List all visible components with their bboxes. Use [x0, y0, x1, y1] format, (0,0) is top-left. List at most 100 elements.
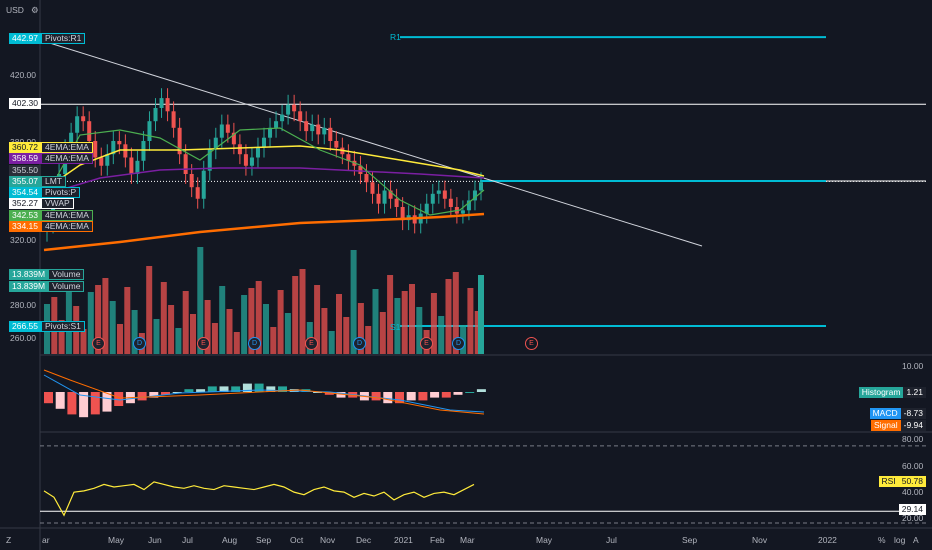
volume-bar	[241, 295, 248, 354]
price-label[interactable]: 342.53 4EMA:EMA	[9, 210, 93, 221]
macd-hist-bar	[90, 392, 100, 415]
price-label[interactable]: 358.59 4EMA:EMA	[9, 153, 93, 164]
candle-body	[249, 157, 254, 166]
candle-body	[105, 154, 110, 166]
price-label[interactable]: 355.07 LMT	[9, 176, 66, 187]
event-marker[interactable]: E	[92, 337, 105, 350]
candle-body	[207, 149, 212, 171]
price-label-value: 266.55	[9, 321, 41, 332]
candle-body	[448, 198, 453, 207]
time-tick: May	[108, 535, 125, 545]
price-label[interactable]: 334.15 4EMA:EMA	[9, 221, 93, 232]
ema-green-line	[43, 127, 485, 216]
price-label-name: LMT	[41, 176, 66, 187]
volume-bar	[233, 332, 240, 354]
volume-bar	[336, 294, 342, 354]
volume-bar	[357, 303, 364, 354]
macd-hist-bar	[242, 383, 252, 392]
volume-bar	[299, 269, 306, 354]
price-label[interactable]: 266.55 Pivots:S1	[9, 321, 85, 332]
price-label-value: 355.07	[9, 176, 41, 187]
candle-body	[171, 111, 176, 128]
indicator-label-name: RSI	[878, 476, 899, 487]
candle-body	[388, 190, 393, 199]
macd-hist-bar	[172, 392, 182, 393]
volume-bar	[277, 290, 284, 354]
pivot-tag-r1: R1	[390, 32, 401, 42]
volume-bar	[182, 291, 189, 354]
indicator-label[interactable]: Signal -9.94	[870, 420, 926, 431]
event-marker[interactable]: D	[353, 337, 366, 350]
price-label[interactable]: 354.54 Pivots:P	[9, 187, 81, 198]
candle-body	[292, 104, 297, 112]
candle-body	[316, 124, 321, 135]
indicator-label-name: MACD	[869, 408, 901, 419]
price-scale-gear-icon[interactable]: ⚙	[31, 5, 39, 15]
volume-bar	[430, 293, 437, 354]
oscillator-tick: 40.00	[902, 487, 924, 497]
log-button[interactable]: log	[894, 535, 906, 545]
indicator-label[interactable]: RSI 50.78	[878, 476, 926, 487]
event-marker[interactable]: D	[248, 337, 261, 350]
oscillator-tick: 20.00	[902, 513, 924, 523]
volume-bar	[350, 250, 357, 354]
candle-body	[346, 154, 351, 161]
macd-hist-bar	[476, 389, 486, 392]
volume-bar	[292, 276, 299, 354]
price-label-value: 342.53	[9, 210, 41, 221]
event-marker[interactable]: E	[525, 337, 538, 350]
price-label[interactable]: 13.839M Volume	[9, 281, 85, 292]
oscillator-tick: 10.00	[902, 361, 924, 371]
price-label[interactable]: 360.72 4EMA:EMA	[9, 142, 93, 153]
candle-body	[141, 141, 146, 161]
auto-button[interactable]: A	[913, 535, 919, 545]
time-tick: May	[536, 535, 553, 545]
percent-button[interactable]: %	[878, 535, 886, 545]
price-label[interactable]: 13.839M Volume	[9, 269, 85, 280]
event-marker[interactable]: E	[197, 337, 210, 350]
macd-hist-bar	[383, 392, 393, 404]
time-tick: Oct	[290, 535, 304, 545]
macd-hist-bar	[79, 392, 89, 418]
price-tick: 420.00	[10, 70, 36, 80]
price-label[interactable]: 355.50	[9, 165, 41, 176]
macd-hist-bar	[430, 392, 440, 398]
candle-body	[231, 132, 236, 145]
indicator-label[interactable]: MACD -8.73	[869, 408, 926, 419]
volume-bar	[146, 266, 153, 354]
macd-hist-bar	[44, 392, 53, 404]
volume-bar	[117, 324, 123, 354]
volume-bar	[452, 272, 459, 354]
macd-hist-bar	[219, 386, 229, 392]
volume-bar	[211, 323, 218, 354]
candle-body	[129, 157, 134, 174]
candle-body	[460, 210, 465, 214]
zoom-button[interactable]: Z	[6, 535, 12, 545]
candle-body	[430, 193, 435, 204]
ema-purple-line	[43, 167, 485, 196]
event-marker[interactable]: D	[452, 337, 465, 350]
price-tick: 320.00	[10, 235, 36, 245]
event-marker[interactable]: E	[420, 337, 433, 350]
price-label[interactable]: 402.30	[9, 98, 41, 109]
volume-bar	[478, 275, 484, 354]
rsi-line	[43, 481, 475, 517]
volume-bar	[343, 317, 350, 354]
indicator-label[interactable]: Histogram 1.21	[858, 387, 926, 398]
price-label[interactable]: 442.97 Pivots:R1	[9, 33, 86, 44]
signal-line	[43, 369, 485, 415]
candle-body	[201, 170, 206, 199]
price-label[interactable]: 352.27 VWAP	[9, 198, 74, 209]
volume-bar	[379, 312, 386, 354]
volume-bar	[204, 300, 211, 354]
volume-bar	[219, 286, 226, 354]
indicator-label[interactable]: 29.14	[898, 504, 926, 515]
candle-body	[334, 141, 339, 148]
time-tick: Jul	[606, 535, 617, 545]
price-label-name: Volume	[48, 281, 85, 292]
price-label-value: 352.27	[9, 198, 41, 209]
event-marker[interactable]: D	[133, 337, 146, 350]
time-tick: Jun	[148, 535, 162, 545]
event-marker[interactable]: E	[305, 337, 318, 350]
